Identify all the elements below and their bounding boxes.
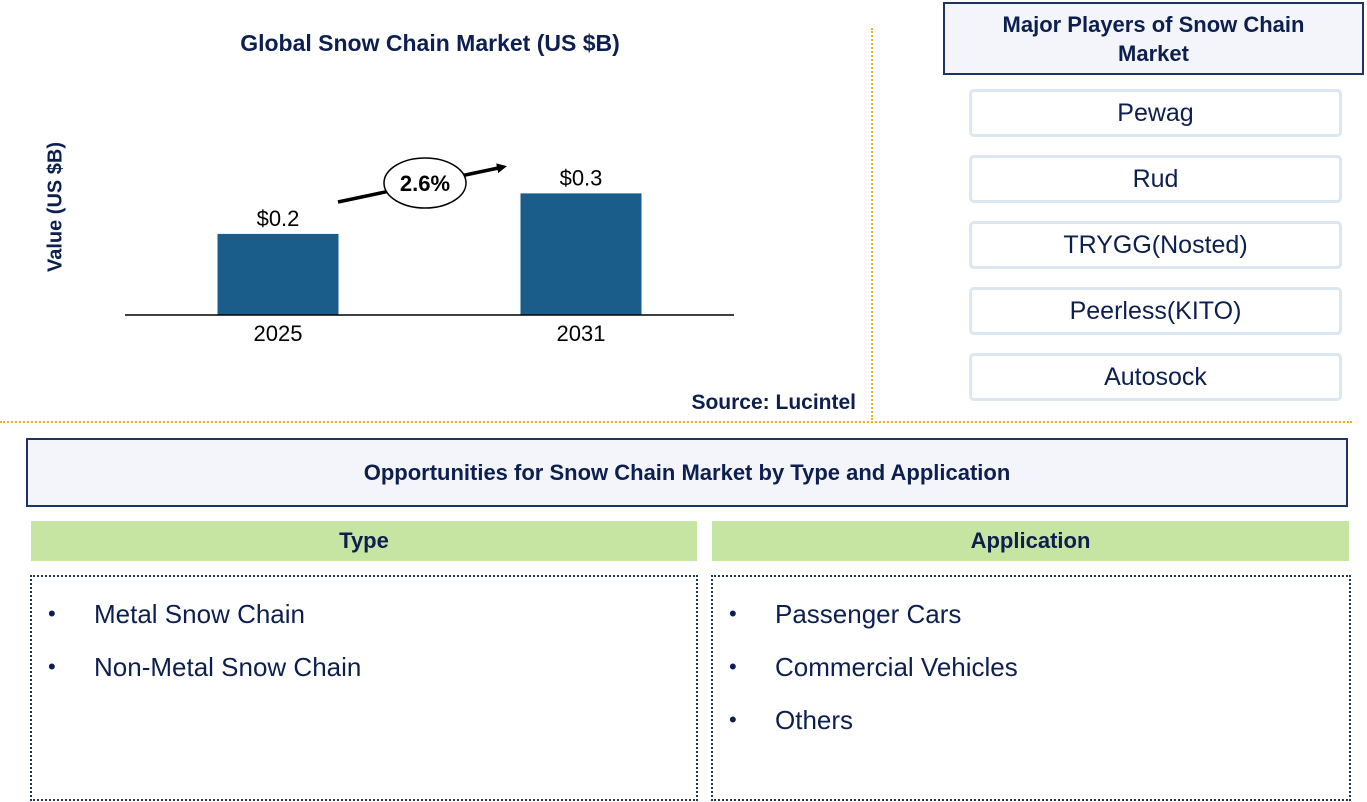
player-item: Pewag <box>969 89 1342 137</box>
bar-2025 <box>217 233 339 315</box>
vertical-divider <box>871 28 873 420</box>
player-item: Rud <box>969 155 1342 203</box>
application-item: Passenger Cars <box>775 599 962 629</box>
list-item: • Non-Metal Snow Chain <box>32 652 696 705</box>
type-header: Type <box>31 521 697 561</box>
list-item: • Others <box>713 705 1349 758</box>
list-item: • Metal Snow Chain <box>32 599 696 652</box>
bullet-icon: • <box>729 601 737 626</box>
list-item: • Passenger Cars <box>713 599 1349 652</box>
application-item: Others <box>775 705 854 735</box>
type-item: Metal Snow Chain <box>94 599 305 629</box>
bullet-icon: • <box>48 601 56 626</box>
type-box: • Metal Snow Chain • Non-Metal Snow Chain <box>30 575 698 801</box>
bar-chart: $0.2 2025 $0.3 2031 2.6% <box>125 157 734 346</box>
chart-title: Global Snow Chain Market (US $B) <box>240 30 620 56</box>
data-label-2025: $0.2 <box>257 206 300 231</box>
application-list: • Passenger Cars • Commercial Vehicles • Ot… <box>713 577 1349 758</box>
application-item: Commercial Vehicles <box>775 652 1018 682</box>
horizontal-divider <box>0 421 1352 423</box>
player-item: Autosock <box>969 353 1342 401</box>
data-label-2031: $0.3 <box>560 165 603 190</box>
x-tick-label-2025: 2025 <box>254 321 303 346</box>
player-item: Peerless(KITO) <box>969 287 1342 335</box>
bars-group: $0.2 2025 $0.3 2031 <box>217 165 642 346</box>
list-item: • Commercial Vehicles <box>713 652 1349 705</box>
bullet-icon: • <box>729 707 737 732</box>
players-header: Major Players of Snow Chain Market <box>943 2 1364 75</box>
application-box: • Passenger Cars • Commercial Vehicles • Ot… <box>711 575 1351 801</box>
type-item: Non-Metal Snow Chain <box>94 652 362 682</box>
bar-2031 <box>520 193 642 315</box>
x-tick-label-2031: 2031 <box>557 321 606 346</box>
player-item: TRYGG(Nosted) <box>969 221 1342 269</box>
cagr-bubble <box>383 157 467 209</box>
bullet-icon: • <box>48 654 56 679</box>
opportunities-header: Opportunities for Snow Chain Market by T… <box>26 438 1348 507</box>
cagr-label: 2.6% <box>400 171 450 196</box>
bullet-icon: • <box>729 654 737 679</box>
source-note: Source: Lucintel <box>691 391 856 414</box>
type-list: • Metal Snow Chain • Non-Metal Snow Chain <box>32 577 696 705</box>
application-header: Application <box>712 521 1349 561</box>
